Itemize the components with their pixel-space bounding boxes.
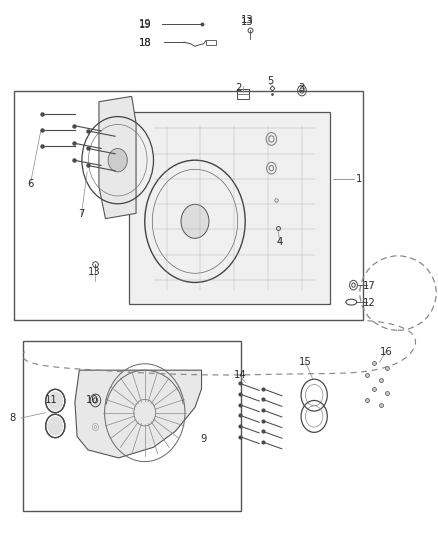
- Circle shape: [47, 391, 63, 410]
- Text: 13: 13: [241, 17, 254, 27]
- Text: 4: 4: [277, 237, 283, 247]
- Text: 2: 2: [236, 83, 242, 93]
- Text: 10: 10: [86, 395, 99, 406]
- Bar: [22, 341, 241, 511]
- Text: 17: 17: [362, 281, 375, 290]
- Polygon shape: [75, 370, 201, 458]
- Text: 19: 19: [138, 19, 151, 29]
- Text: 18: 18: [138, 38, 151, 48]
- Text: 1: 1: [356, 174, 362, 184]
- FancyBboxPatch shape: [130, 112, 330, 304]
- Text: 12: 12: [362, 297, 375, 308]
- Text: 15: 15: [299, 357, 312, 367]
- Circle shape: [47, 416, 63, 435]
- Text: 14: 14: [233, 370, 246, 381]
- Bar: [14, 91, 363, 320]
- Text: 16: 16: [379, 346, 392, 357]
- Text: 3: 3: [298, 83, 304, 93]
- Circle shape: [181, 204, 209, 238]
- Text: 6: 6: [27, 179, 34, 189]
- Circle shape: [108, 149, 127, 172]
- Text: 9: 9: [201, 434, 207, 445]
- Text: 7: 7: [78, 209, 85, 220]
- Text: 11: 11: [45, 395, 57, 406]
- Text: 13: 13: [241, 15, 254, 26]
- Text: 18: 18: [138, 38, 151, 47]
- Polygon shape: [99, 96, 136, 219]
- Text: 8: 8: [10, 413, 16, 423]
- Text: 13: 13: [88, 267, 101, 277]
- Text: 19: 19: [138, 20, 151, 30]
- Text: 5: 5: [267, 77, 273, 86]
